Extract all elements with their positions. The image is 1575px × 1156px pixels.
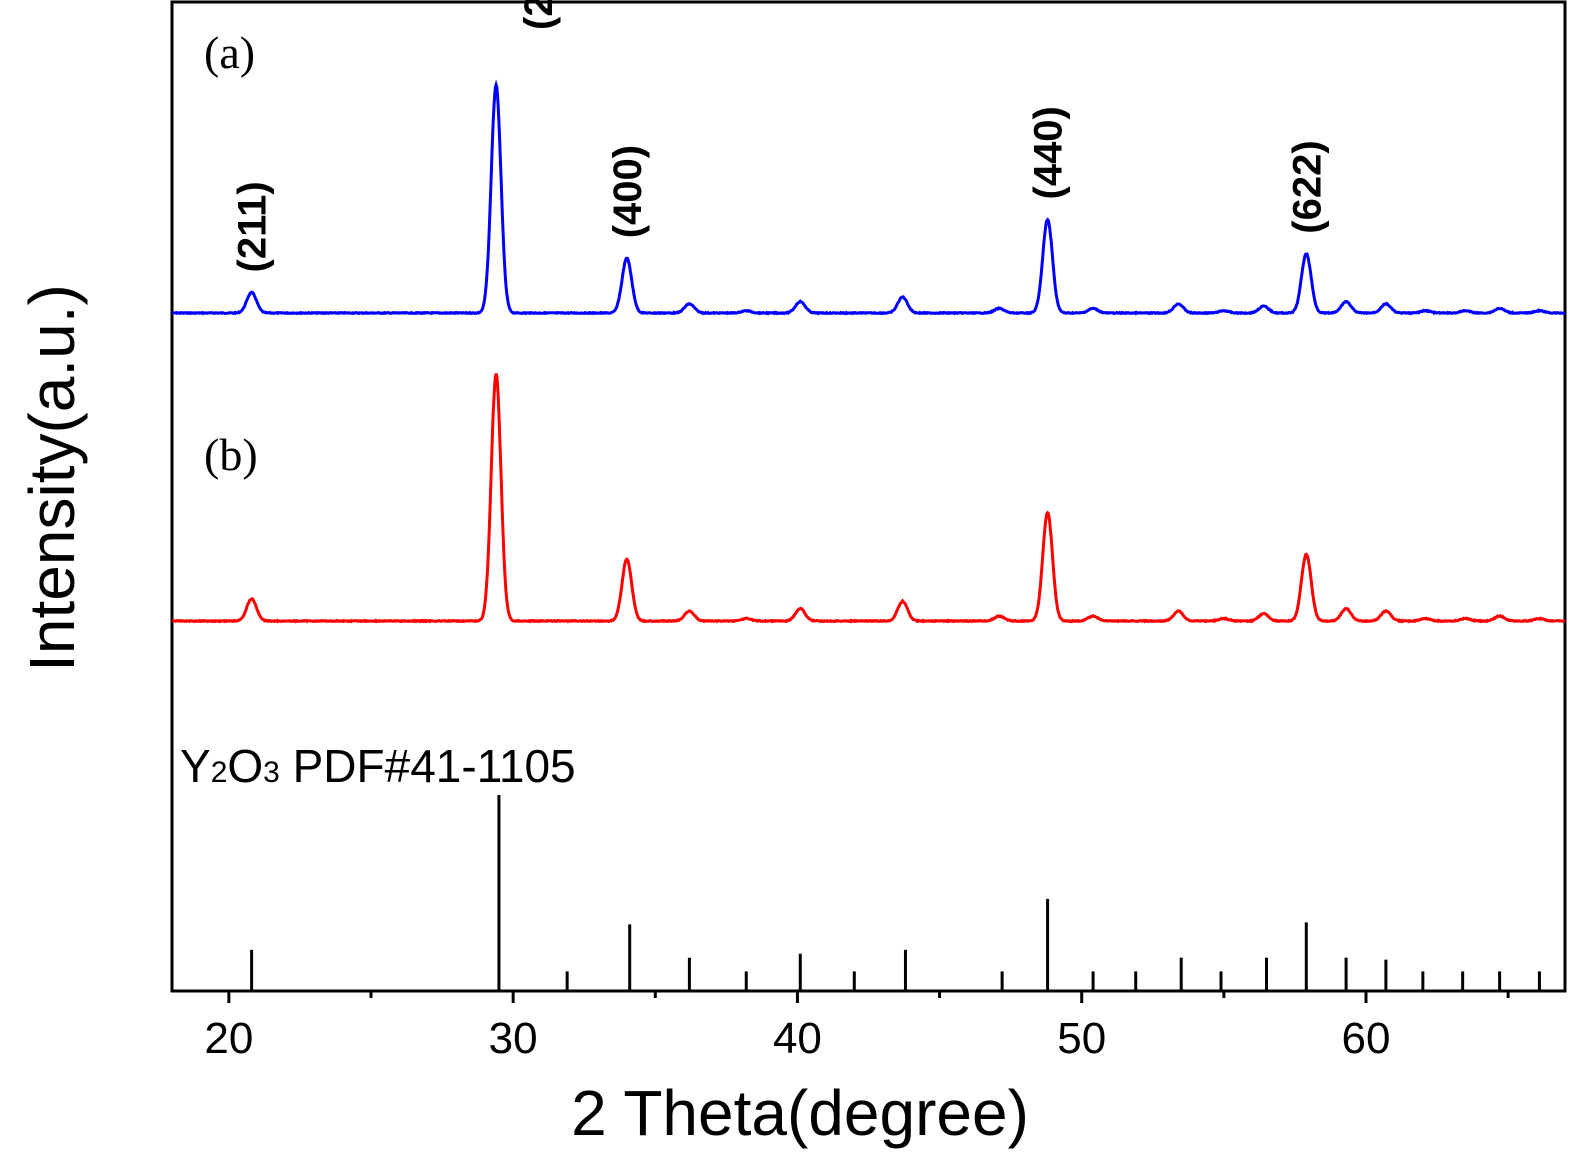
- x-tick-label: 40: [773, 1014, 822, 1063]
- x-axis-title: 2 Theta(degree): [571, 1077, 1029, 1149]
- series-a-trace: [171, 79, 1566, 316]
- reference-pattern: [250, 795, 1541, 991]
- x-axis: 20 30 40 50 60: [204, 991, 1510, 1063]
- x-tick-label: 30: [489, 1014, 538, 1063]
- reference-label-pdf: PDF#41-1105: [280, 740, 576, 792]
- hkl-labels: (211) (222) (400) (440) (622): [231, 0, 1330, 273]
- series-b-label: (b): [204, 429, 258, 480]
- reference-label-sub1: 2: [211, 756, 228, 789]
- x-tick-label: 50: [1057, 1014, 1106, 1063]
- reference-label: Y2O3 PDF#41-1105: [180, 740, 576, 792]
- hkl-label: (440): [1027, 106, 1071, 199]
- reference-label-sub2: 3: [263, 756, 280, 789]
- x-tick-label: 60: [1342, 1014, 1391, 1063]
- x-tick-label: 20: [204, 1014, 253, 1063]
- plot-frame: [170, 0, 1567, 993]
- hkl-label: (400): [606, 145, 650, 238]
- series-b-trace: [171, 373, 1566, 624]
- reference-label-y: Y: [180, 740, 211, 792]
- hkl-label: (211): [231, 181, 275, 272]
- y-axis-title: Intensity(a.u.): [16, 284, 88, 672]
- hkl-label: (222): [517, 0, 561, 30]
- hkl-label: (622): [1285, 140, 1329, 233]
- series-a-label: (a): [204, 27, 255, 78]
- reference-label-o: O: [227, 740, 263, 792]
